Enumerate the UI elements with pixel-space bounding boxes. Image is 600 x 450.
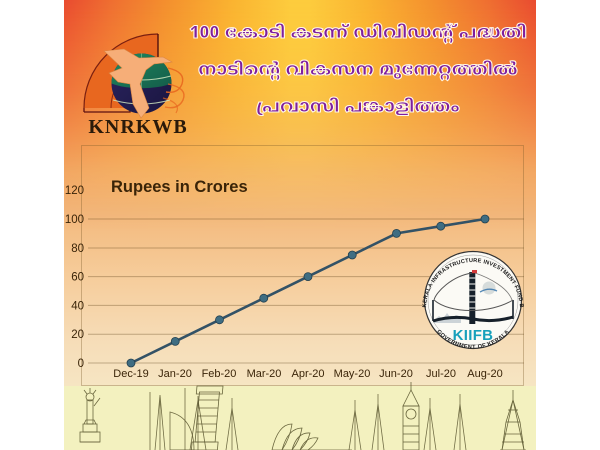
svg-text:20: 20 [71,329,84,341]
svg-text:Dec-19: Dec-19 [113,368,148,380]
svg-text:KNRKWB: KNRKWB [88,116,187,138]
svg-text:60: 60 [71,272,84,284]
svg-text:Rupees in Crores: Rupees in Crores [111,178,248,196]
svg-text:80: 80 [71,243,84,255]
svg-text:Aug-20: Aug-20 [467,368,502,380]
svg-text:Jul-20: Jul-20 [426,368,456,380]
svg-text:KIIFB: KIIFB [453,327,494,344]
svg-text:40: 40 [71,300,84,312]
svg-text:Mar-20: Mar-20 [247,368,282,380]
svg-text:Jan-20: Jan-20 [158,368,192,380]
svg-text:0: 0 [78,358,84,370]
svg-text:May-20: May-20 [334,368,371,380]
svg-text:100: 100 [65,214,84,226]
svg-text:Feb-20: Feb-20 [202,368,237,380]
svg-text:Apr-20: Apr-20 [291,368,324,380]
svg-text:Jun-20: Jun-20 [379,368,413,380]
svg-text:120: 120 [65,185,84,197]
